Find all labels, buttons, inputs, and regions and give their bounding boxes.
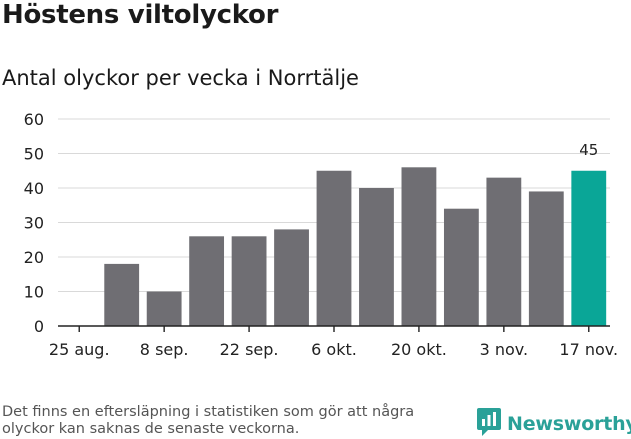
bars (104, 167, 607, 326)
x-tick-label: 25 aug. (49, 340, 110, 359)
bar (274, 229, 309, 326)
bar (146, 291, 182, 326)
y-tick-label: 60 (24, 110, 44, 129)
bar (231, 236, 267, 326)
bar (486, 177, 522, 326)
y-tick-label: 0 (34, 317, 44, 336)
y-tick-label: 20 (24, 248, 44, 267)
x-tick-label: 20 okt. (391, 340, 447, 359)
bar (189, 236, 225, 326)
data-label: 45 (579, 141, 598, 159)
data-labels: 45 (579, 141, 598, 159)
bar-highlight (571, 170, 607, 326)
bar-chart-logo-icon (476, 407, 502, 439)
y-axis-ticks: 0 10 20 30 40 50 60 (24, 110, 44, 336)
y-tick-label: 10 (24, 283, 44, 302)
chart-subtitle: Antal olyckor per vecka i Norrtälje (2, 66, 359, 90)
x-tick-label: 22 sep. (220, 340, 279, 359)
x-axis: 25 aug. 8 sep. 22 sep. 6 okt. 20 okt. 3 nov. 1… (49, 325, 618, 359)
x-tick-label: 3 nov. (480, 340, 529, 359)
brand-logo[interactable]: Newsworthy (476, 407, 631, 439)
bar (401, 167, 437, 326)
chart-title: Höstens viltolyckor (2, 0, 279, 30)
bar (443, 208, 479, 326)
y-tick-label: 50 (24, 145, 44, 164)
x-tick-label: 8 sep. (140, 340, 189, 359)
y-tick-label: 30 (24, 214, 44, 233)
x-tick-label: 6 okt. (311, 340, 357, 359)
y-tick-label: 40 (24, 179, 44, 198)
brand-name: Newsworthy (507, 413, 631, 435)
bar (104, 263, 140, 326)
bar (528, 191, 564, 326)
bar (316, 170, 352, 326)
footnote: Det finns en eftersläpning i statistiken… (2, 404, 415, 437)
bar-chart: 0 10 20 30 40 50 60 45 25 aug. 8 sep. 22 sep. 6 o… (24, 110, 618, 359)
bar (359, 188, 394, 326)
x-tick-label: 17 nov. (559, 340, 618, 359)
